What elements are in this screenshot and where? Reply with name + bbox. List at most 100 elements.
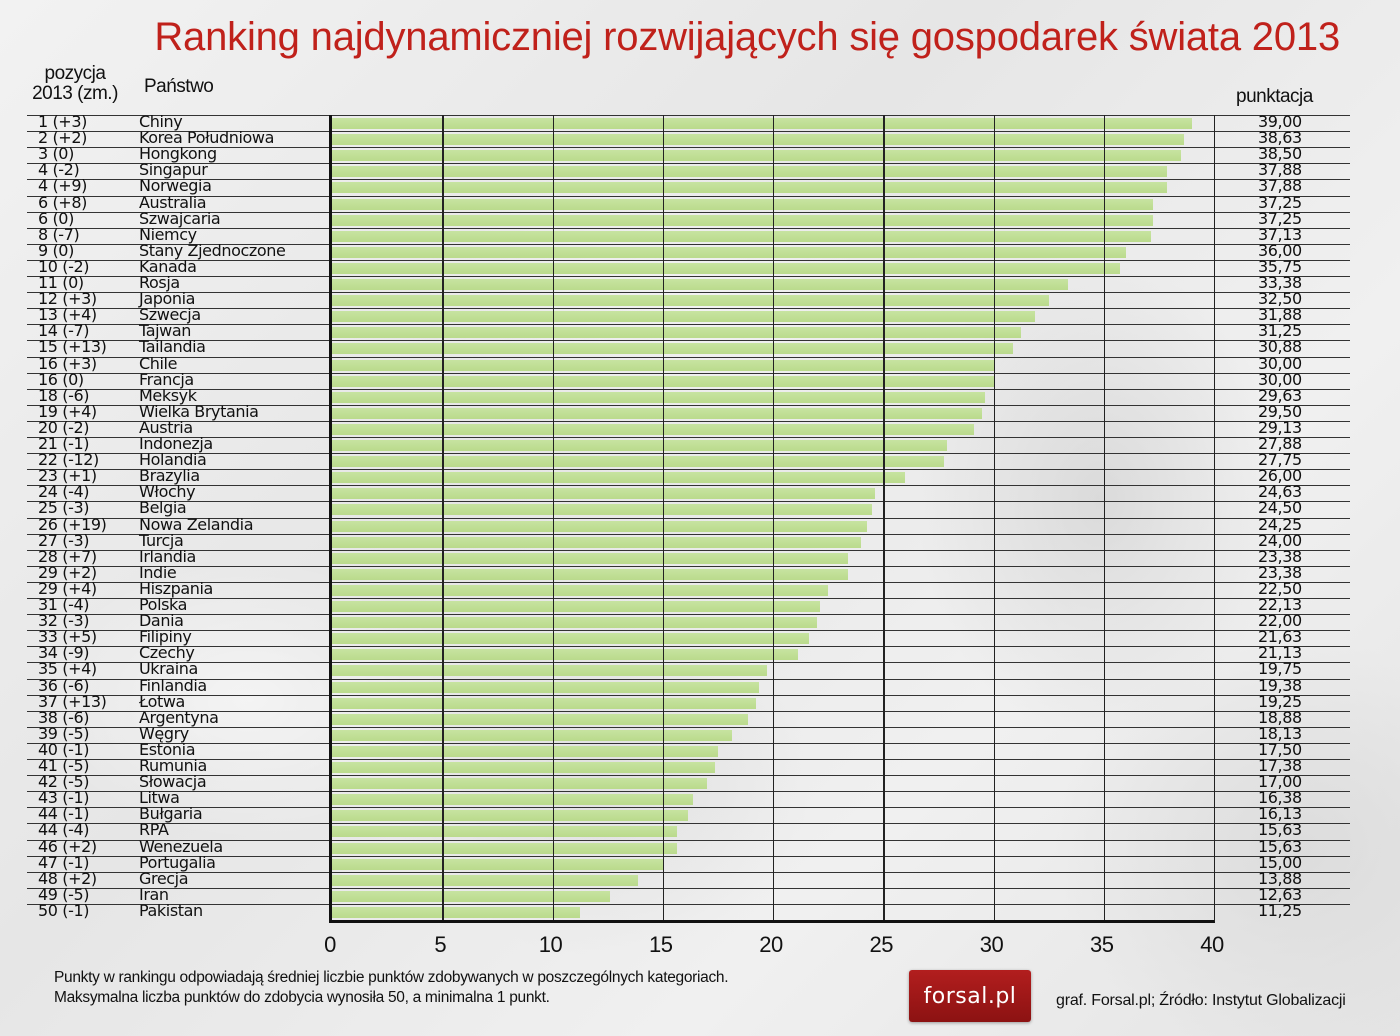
score-bar <box>332 617 818 629</box>
score-bar <box>332 810 688 822</box>
country-name: Ukraina <box>139 659 198 679</box>
forsal-logo[interactable]: forsal.pl <box>909 970 1031 1022</box>
country-name: Argentyna <box>139 707 219 727</box>
country-name: Chiny <box>139 112 183 131</box>
rank-position: 10 (-2) <box>38 256 90 276</box>
score-value: 22,50 <box>1258 578 1302 598</box>
score-value: 24,00 <box>1258 530 1302 550</box>
rank-position: 50 (-1) <box>38 900 90 920</box>
score-value: 18,88 <box>1258 707 1302 727</box>
country-name: Norwegia <box>139 176 212 196</box>
table-row: 44 (-1) Bułgaria 16,13 <box>27 804 1350 824</box>
table-row: 20 (-2) Austria 29,13 <box>27 419 1350 437</box>
score-bar <box>332 794 694 806</box>
score-bar <box>332 279 1069 290</box>
table-row: 19 (+4) Wielka Brytania 29,50 <box>27 401 1350 421</box>
country-name: Bułgaria <box>139 804 203 824</box>
country-name: Polska <box>139 595 188 614</box>
country-name: Hongkong <box>139 144 217 164</box>
score-bar <box>332 440 947 451</box>
score-value: 33,38 <box>1258 273 1302 292</box>
country-name: Grecja <box>139 868 189 888</box>
score-bar <box>332 182 1168 194</box>
country-name: Dania <box>139 611 184 631</box>
score-bar <box>332 246 1126 258</box>
table-row: 6 (+8) Australia 37,25 <box>27 194 1350 212</box>
country-name: Belgia <box>139 498 187 518</box>
score-bar <box>332 842 677 854</box>
rank-position: 12 (+3) <box>38 289 97 309</box>
table-row: 9 (0) Stany Zjednoczone 36,00 <box>27 242 1350 260</box>
table-row: 31 (-4) Polska 22,13 <box>27 595 1350 614</box>
rank-position: 21 (-1) <box>38 434 90 453</box>
score-bar <box>332 472 906 484</box>
rank-position: 13 (+4) <box>38 305 97 325</box>
footnote: Punkty w rankingu odpowiadają średniej l… <box>54 968 729 1008</box>
score-value: 23,38 <box>1258 562 1302 582</box>
score-bar <box>332 150 1181 162</box>
score-bar <box>332 118 1192 129</box>
table-row: 1 (+3) Chiny 39,00 <box>27 112 1350 131</box>
score-bar <box>332 456 944 468</box>
rank-position: 33 (+5) <box>38 627 97 647</box>
rank-position: 32 (-3) <box>38 611 90 631</box>
table-row: 6 (0) Szwajcaria 37,25 <box>27 210 1350 228</box>
table-row: 4 (+9) Norwegia 37,88 <box>27 176 1350 196</box>
country-name: Wielka Brytania <box>139 401 259 421</box>
score-value: 17,50 <box>1258 739 1302 759</box>
country-name: Kanada <box>139 256 197 276</box>
score-value: 27,75 <box>1258 450 1302 470</box>
table-row: 46 (+2) Wenezuela 15,63 <box>27 838 1350 856</box>
table-row: 26 (+19) Nowa Zelandia 24,25 <box>27 514 1350 534</box>
rank-position: 43 (-1) <box>38 788 90 808</box>
score-value: 19,75 <box>1258 659 1302 679</box>
country-name: Szwecja <box>139 305 201 325</box>
table-row: 41 (-5) Rumunia 17,38 <box>27 757 1350 775</box>
score-bar <box>332 488 876 500</box>
score-bar <box>332 552 848 564</box>
score-value: 27,88 <box>1258 434 1302 453</box>
country-name: RPA <box>139 820 169 840</box>
score-bar <box>332 778 707 790</box>
footnote-line2: Maksymalna liczba punktów do zdobycia wy… <box>54 989 550 1006</box>
table-row: 42 (-5) Słowacja 17,00 <box>27 772 1350 792</box>
rank-position: 35 (+4) <box>38 659 97 679</box>
score-value: 38,50 <box>1258 144 1302 164</box>
rank-position: 48 (+2) <box>38 868 97 888</box>
score-value: 18,13 <box>1258 723 1302 743</box>
rank-position: 4 (+9) <box>38 176 87 196</box>
score-value: 39,00 <box>1258 112 1302 131</box>
rank-position: 11 (0) <box>38 273 84 292</box>
country-name: Chile <box>139 353 178 373</box>
country-name: Słowacja <box>139 772 207 792</box>
score-value: 21,63 <box>1258 627 1302 647</box>
x-tick-label: 5 <box>434 932 447 957</box>
table-row: 49 (-5) Iran 12,63 <box>27 886 1350 904</box>
score-bar <box>332 890 611 902</box>
table-row: 16 (+3) Chile 30,00 <box>27 353 1350 373</box>
rank-position: 1 (+3) <box>38 112 87 131</box>
table-row: 40 (-1) Estonia 17,50 <box>27 739 1350 759</box>
score-value: 22,00 <box>1258 611 1302 631</box>
x-tick-label: 20 <box>759 932 783 957</box>
rank-position: 14 (-7) <box>38 321 90 341</box>
x-tick-label: 30 <box>979 932 1004 957</box>
country-name: Nowa Zelandia <box>139 514 254 534</box>
score-bar <box>332 311 1035 323</box>
table-row: 47 (-1) Portugalia 15,00 <box>27 854 1350 872</box>
footnote-line1: Punkty w rankingu odpowiadają średniej l… <box>54 969 729 986</box>
table-row: 18 (-6) Meksyk 29,63 <box>27 387 1350 405</box>
table-row: 44 (-4) RPA 15,63 <box>27 820 1350 840</box>
score-bar <box>332 826 677 838</box>
score-bar <box>332 697 757 709</box>
x-tick-label: 35 <box>1090 932 1114 957</box>
x-tick-label: 25 <box>869 932 894 957</box>
score-bar <box>332 407 983 419</box>
table-row: 50 (-1) Pakistan 11,25 <box>27 900 1350 920</box>
country-name: Korea Południowa <box>139 128 275 148</box>
rank-position: 15 (+13) <box>38 337 107 357</box>
country-name: Brazylia <box>139 466 200 486</box>
table-row: 14 (-7) Tajwan 31,25 <box>27 321 1350 341</box>
table-row: 28 (+7) Irlandia 23,38 <box>27 548 1350 566</box>
table-row: 21 (-1) Indonezja 27,88 <box>27 434 1350 453</box>
